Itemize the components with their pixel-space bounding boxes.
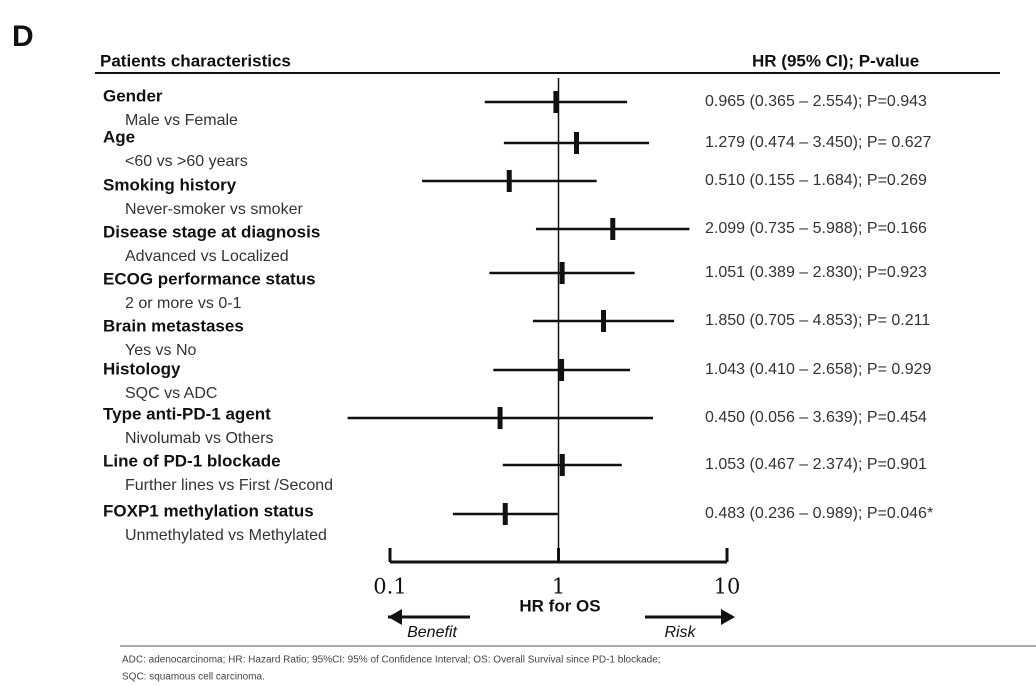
- row-sublabel: Never-smoker vs smoker: [125, 201, 303, 218]
- value-label: 1.850 (0.705 – 4.853); P= 0.211: [705, 312, 930, 329]
- hazard-ratio-marker: [506, 170, 512, 192]
- x-axis-label: HR for OS: [519, 596, 600, 615]
- row-label: Smoking history: [103, 175, 237, 194]
- row-sublabel: Male vs Female: [125, 112, 238, 129]
- hazard-ratio-marker: [574, 132, 580, 154]
- value-label: 0.510 (0.155 – 1.684); P=0.269: [705, 172, 927, 189]
- row-sublabel: Nivolumab vs Others: [125, 430, 274, 447]
- value-label: 1.043 (0.410 – 2.658); P= 0.929: [705, 361, 932, 378]
- value-label: 0.483 (0.236 – 0.989); P=0.046*: [705, 505, 933, 522]
- benefit-arrowhead: [388, 609, 402, 625]
- row-sublabel: <60 vs >60 years: [125, 153, 248, 170]
- row-label: ECOG performance status: [103, 269, 316, 288]
- value-label: 1.051 (0.389 – 2.830); P=0.923: [705, 264, 927, 281]
- row-label: FOXP1 methylation status: [103, 501, 314, 520]
- row-label: Type anti-PD-1 agent: [103, 404, 271, 423]
- row-sublabel: Further lines vs First /Second: [125, 477, 333, 494]
- row-sublabel: 2 or more vs 0-1: [125, 295, 242, 312]
- benefit-label: Benefit: [407, 624, 457, 641]
- row-label: Disease stage at diagnosis: [103, 222, 320, 241]
- row-sublabel: Advanced vs Localized: [125, 248, 289, 265]
- value-label: 0.450 (0.056 – 3.639); P=0.454: [705, 409, 927, 426]
- value-label: 1.279 (0.474 – 3.450); P= 0.627: [705, 134, 932, 151]
- row-sublabel: Unmethylated vs Methylated: [125, 527, 327, 544]
- hazard-ratio-marker: [559, 359, 565, 381]
- hazard-ratio-marker: [497, 407, 503, 429]
- hazard-ratio-marker: [601, 310, 607, 332]
- header-left: Patients characteristics: [100, 51, 291, 70]
- row-label: Gender: [103, 86, 163, 105]
- header-right: HR (95% CI); P-value: [752, 51, 919, 70]
- hazard-ratio-marker: [553, 91, 559, 113]
- hazard-ratio-marker: [502, 503, 508, 525]
- x-tick-label: 0.1: [373, 575, 406, 599]
- footnote: ADC: adenocarcinoma; HR: Hazard Ratio; 9…: [122, 655, 661, 666]
- risk-arrowhead: [721, 609, 735, 625]
- row-label: Age: [103, 127, 135, 146]
- row-sublabel: Yes vs No: [125, 342, 197, 359]
- value-label: 2.099 (0.735 – 5.988); P=0.166: [705, 220, 927, 237]
- hazard-ratio-marker: [559, 454, 565, 476]
- row-sublabel: SQC vs ADC: [125, 385, 217, 402]
- value-label: 1.053 (0.467 – 2.374); P=0.901: [705, 456, 927, 473]
- hazard-ratio-marker: [559, 262, 565, 284]
- row-label: Histology: [103, 359, 181, 378]
- x-tick-label: 10: [714, 575, 741, 599]
- risk-label: Risk: [664, 624, 696, 641]
- hazard-ratio-marker: [610, 218, 616, 240]
- footnote: SQC: squamous cell carcinoma.: [122, 672, 265, 683]
- row-label: Line of PD-1 blockade: [103, 451, 281, 470]
- row-label: Brain metastases: [103, 316, 244, 335]
- value-label: 0.965 (0.365 – 2.554); P=0.943: [705, 93, 927, 110]
- panel-label: D: [12, 20, 34, 53]
- x-tick-label: 1: [552, 575, 565, 599]
